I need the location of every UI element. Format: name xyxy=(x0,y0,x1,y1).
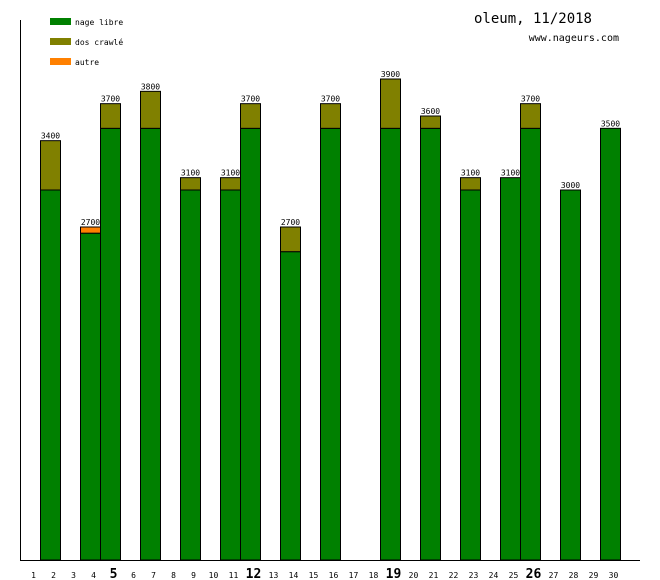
x-tick-label: 10 xyxy=(209,571,219,580)
x-tick-label: 7 xyxy=(151,571,156,580)
x-tick-label: 25 xyxy=(509,571,519,580)
bar-dos-crawlé-day-12 xyxy=(240,103,261,129)
bar-nage-libre-day-25 xyxy=(500,177,521,561)
x-tick-label: 14 xyxy=(289,571,299,580)
legend-label: dos crawlé xyxy=(75,37,123,47)
bar-total-label: 3500 xyxy=(601,119,620,128)
x-tick-label: 27 xyxy=(549,571,559,580)
bar-dos-crawlé-day-11 xyxy=(220,177,241,191)
x-tick-label: 19 xyxy=(386,567,402,580)
x-tick-label: 12 xyxy=(246,567,262,580)
x-tick-label: 17 xyxy=(349,571,359,580)
legend-label: autre xyxy=(75,58,99,67)
bar-nage-libre-day-26 xyxy=(520,127,541,561)
bar-total-label: 3700 xyxy=(241,95,260,104)
x-tick-label: 5 xyxy=(110,567,118,580)
legend-swatch xyxy=(50,18,71,25)
bar-nage-libre-day-30 xyxy=(600,127,621,561)
bar-total-label: 3700 xyxy=(321,95,340,104)
x-tick-label: 29 xyxy=(589,571,599,580)
bar-total-label: 3600 xyxy=(421,107,440,116)
bar-dos-crawlé-day-5 xyxy=(100,103,121,129)
x-tick-label: 16 xyxy=(329,571,339,580)
x-tick-label: 4 xyxy=(91,571,96,580)
bar-total-label: 3100 xyxy=(501,169,520,178)
bar-total-label: 3100 xyxy=(181,169,200,178)
bar-nage-libre-day-11 xyxy=(220,189,241,561)
x-tick-label: 21 xyxy=(429,571,439,580)
x-tick-label: 1 xyxy=(31,571,36,580)
x-tick-label: 15 xyxy=(309,571,319,580)
bar-total-label: 3100 xyxy=(221,169,240,178)
chart-title: oleum, 11/2018 xyxy=(474,11,592,27)
bar-dos-crawlé-day-7 xyxy=(140,90,161,129)
x-tick-label: 24 xyxy=(489,571,499,580)
bar-total-label: 3800 xyxy=(141,82,160,91)
legend-label: nage libre xyxy=(75,18,123,27)
x-tick-label: 8 xyxy=(171,571,176,580)
x-tick-label: 30 xyxy=(609,571,619,580)
bar-nage-libre-day-7 xyxy=(140,127,161,561)
chart-subtitle: www.nageurs.com xyxy=(529,33,619,44)
bar-nage-libre-day-28 xyxy=(560,189,581,561)
bar-total-label: 2700 xyxy=(81,218,100,227)
bar-dos-crawlé-day-9 xyxy=(180,177,201,191)
x-tick-label: 22 xyxy=(449,571,459,580)
bar-total-label: 3700 xyxy=(521,95,540,104)
x-tick-label: 3 xyxy=(71,571,76,580)
bar-dos-crawlé-day-23 xyxy=(460,177,481,191)
bar-dos-crawlé-day-26 xyxy=(520,103,541,129)
x-tick-label: 2 xyxy=(51,571,56,580)
legend-swatch xyxy=(50,58,71,65)
bar-total-label: 3000 xyxy=(561,181,580,190)
x-tick-label: 11 xyxy=(229,571,239,580)
bar-total-label: 3100 xyxy=(461,169,480,178)
bar-nage-libre-day-4 xyxy=(80,232,101,561)
bar-nage-libre-day-23 xyxy=(460,189,481,561)
legend-swatch xyxy=(50,38,71,45)
bar-nage-libre-day-19 xyxy=(380,127,401,561)
x-tick-label: 6 xyxy=(131,571,136,580)
x-tick-label: 9 xyxy=(191,571,196,580)
bar-nage-libre-day-5 xyxy=(100,127,121,561)
bar-dos-crawlé-day-14 xyxy=(280,226,301,253)
bar-autre-day-4 xyxy=(80,226,101,234)
bar-nage-libre-day-14 xyxy=(280,251,301,561)
bar-nage-libre-day-9 xyxy=(180,189,201,561)
bar-total-label: 2700 xyxy=(281,218,300,227)
x-tick-label: 28 xyxy=(569,571,579,580)
bar-nage-libre-day-21 xyxy=(420,127,441,561)
bar-dos-crawlé-day-19 xyxy=(380,78,401,129)
bar-nage-libre-day-2 xyxy=(40,189,61,561)
x-tick-label: 18 xyxy=(369,571,379,580)
bar-total-label: 3900 xyxy=(381,70,400,79)
bar-nage-libre-day-12 xyxy=(240,127,261,561)
bar-dos-crawlé-day-2 xyxy=(40,140,61,191)
bar-total-label: 3700 xyxy=(101,95,120,104)
bar-dos-crawlé-day-16 xyxy=(320,103,341,129)
bar-nage-libre-day-16 xyxy=(320,127,341,561)
bar-total-label: 3400 xyxy=(41,132,60,141)
x-tick-label: 23 xyxy=(469,571,479,580)
bar-dos-crawlé-day-21 xyxy=(420,115,441,129)
x-tick-label: 20 xyxy=(409,571,419,580)
x-tick-label: 13 xyxy=(269,571,279,580)
x-tick-label: 26 xyxy=(526,567,542,580)
